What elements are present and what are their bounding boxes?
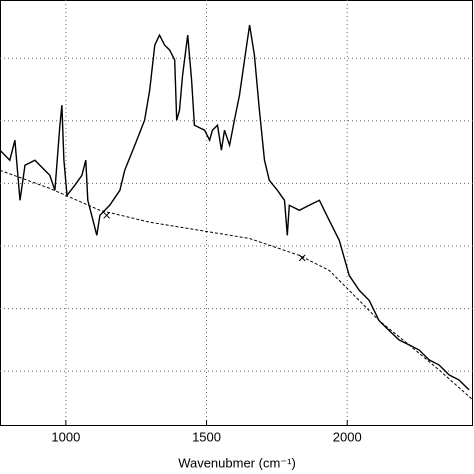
marker (298, 254, 306, 262)
series-line (0, 24, 470, 391)
x-tick-label: 1000 (51, 429, 80, 444)
x-tick-label: 1500 (192, 429, 221, 444)
x-axis-label: Wavenubmer (cm⁻¹) (178, 455, 296, 470)
marker (103, 211, 110, 219)
plot-area (0, 0, 473, 426)
x-tick-label: 2000 (333, 429, 362, 444)
